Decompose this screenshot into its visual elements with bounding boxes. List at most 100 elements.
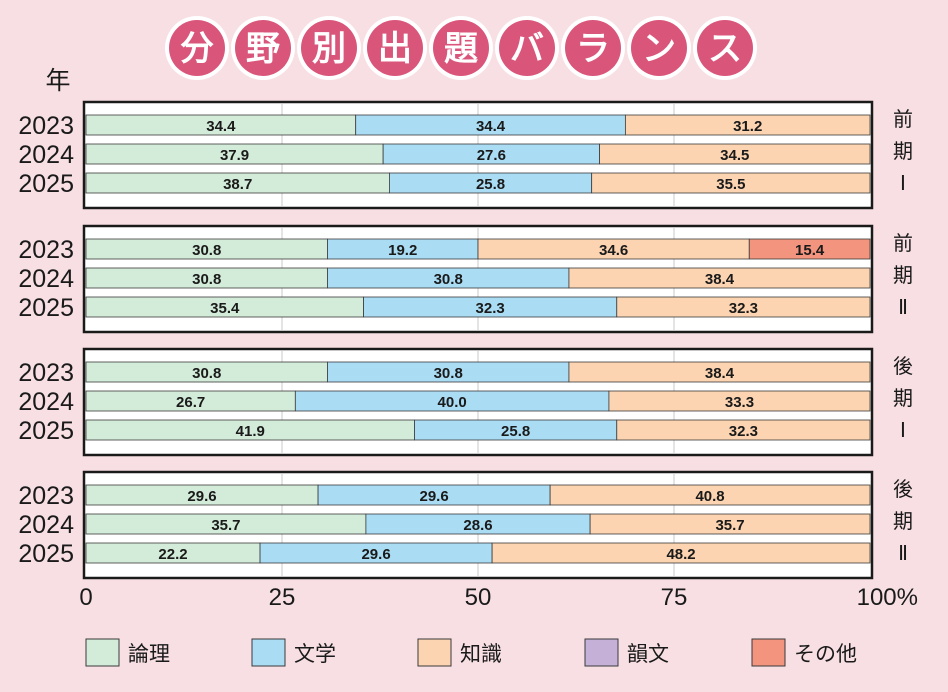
group-label: 後: [893, 477, 913, 501]
bar-segment: [568, 267, 871, 289]
title-circle: [169, 20, 225, 76]
bar-segment: [491, 542, 871, 564]
data-label: 40.8: [695, 488, 724, 505]
data-label: 34.5: [720, 147, 749, 164]
data-label: 38.7: [223, 176, 252, 193]
group-label: Ⅱ: [898, 295, 908, 319]
legend-label: 論理: [128, 642, 170, 666]
x-tick-label: 25: [269, 584, 296, 611]
title-circle: [565, 20, 621, 76]
data-label: 35.4: [210, 300, 240, 317]
year-label: 2024: [18, 141, 74, 169]
legend-swatch: [751, 638, 786, 667]
group-label: Ⅱ: [898, 541, 908, 565]
year-label: 2025: [18, 540, 74, 568]
chart-panels: 2023 34.4 34.4 31.2 2024 37.9 27.6 34.5 2025 38.7…: [18, 100, 913, 580]
title-circle: [235, 20, 291, 76]
group-label: 期: [893, 509, 913, 533]
group-label: 後: [893, 354, 913, 378]
x-axis-ticks: 0 25 50 75 100%: [79, 584, 918, 611]
year-label: 2023: [18, 236, 74, 264]
bar-segment: [608, 390, 871, 412]
data-label: 15.4: [795, 242, 825, 259]
legend-label: 知識: [460, 642, 502, 666]
group-label: 期: [893, 263, 913, 287]
legend-label: その他: [794, 642, 857, 666]
data-label: 29.6: [419, 488, 448, 505]
year-label: 2023: [18, 359, 74, 387]
x-tick-label: 100%: [857, 584, 918, 611]
x-tick-label: 50: [465, 584, 492, 611]
title-circle: [631, 20, 687, 76]
title-char: 出: [378, 29, 412, 69]
group-label: Ⅰ: [900, 171, 906, 195]
title-circle: [301, 20, 357, 76]
legend-label: 文学: [294, 642, 336, 666]
bar-segment: [616, 296, 871, 318]
year-label: 2025: [18, 417, 74, 445]
data-label: 31.2: [733, 118, 762, 135]
title-circle: [499, 20, 555, 76]
group-label: 期: [893, 386, 913, 410]
year-label: 2024: [18, 388, 74, 416]
data-label: 30.8: [434, 271, 463, 288]
data-label: 32.3: [729, 300, 758, 317]
data-label: 25.8: [476, 176, 505, 193]
data-label: 34.6: [599, 242, 628, 259]
group-label: Ⅰ: [900, 418, 906, 442]
data-label: 32.3: [476, 300, 505, 317]
data-label: 37.9: [220, 147, 249, 164]
year-label: 2023: [18, 482, 74, 510]
year-label: 2023: [18, 112, 74, 140]
data-label: 22.2: [158, 546, 187, 563]
title-char: 分: [180, 29, 214, 69]
year-label: 2025: [18, 294, 74, 322]
title-char: ラ: [576, 29, 610, 69]
data-label: 30.8: [192, 365, 221, 382]
data-label: 48.2: [666, 546, 695, 563]
data-label: 30.8: [192, 271, 221, 288]
data-label: 34.4: [206, 118, 236, 135]
data-label: 27.6: [477, 147, 506, 164]
data-label: 29.6: [361, 546, 390, 563]
year-label: 2025: [18, 170, 74, 198]
data-label: 32.3: [729, 423, 758, 440]
data-label: 38.4: [705, 365, 735, 382]
group-label: 前: [893, 107, 913, 131]
data-label: 26.7: [176, 394, 205, 411]
data-label: 25.8: [501, 423, 530, 440]
title-char: 野: [246, 29, 280, 69]
title-char: バ: [510, 29, 544, 69]
legend-swatch: [85, 638, 120, 667]
bar-segment: [624, 114, 871, 136]
title-char: 別: [312, 29, 346, 69]
bar-segment: [748, 238, 871, 260]
x-tick-label: 0: [79, 584, 92, 611]
data-label: 34.4: [476, 118, 506, 135]
data-label: 35.5: [716, 176, 745, 193]
legend-swatch: [417, 638, 452, 667]
legend-swatch: [251, 638, 286, 667]
bar-segment: [599, 143, 871, 165]
bar-segment: [591, 172, 871, 194]
data-label: 30.8: [434, 365, 463, 382]
year-label: 2024: [18, 511, 74, 539]
title-char: ス: [708, 29, 742, 69]
data-label: 40.0: [438, 394, 467, 411]
y-axis-label: 年: [45, 67, 70, 95]
legend-swatch: [584, 638, 619, 667]
title-circle: [367, 20, 423, 76]
data-label: 35.7: [211, 517, 240, 534]
data-label: 29.6: [187, 488, 216, 505]
title-circle: [433, 20, 489, 76]
title-char: 題: [444, 29, 478, 69]
bar-segment: [616, 419, 871, 441]
data-label: 30.8: [192, 242, 221, 259]
bar-segment: [589, 513, 871, 535]
title-char: ン: [642, 29, 676, 69]
legend: 論理 文学 知識 韻文 その他: [85, 638, 857, 667]
group-label: 期: [893, 139, 913, 163]
bar-segment: [549, 484, 871, 506]
group-label: 前: [893, 231, 913, 255]
data-label: 19.2: [388, 242, 417, 259]
